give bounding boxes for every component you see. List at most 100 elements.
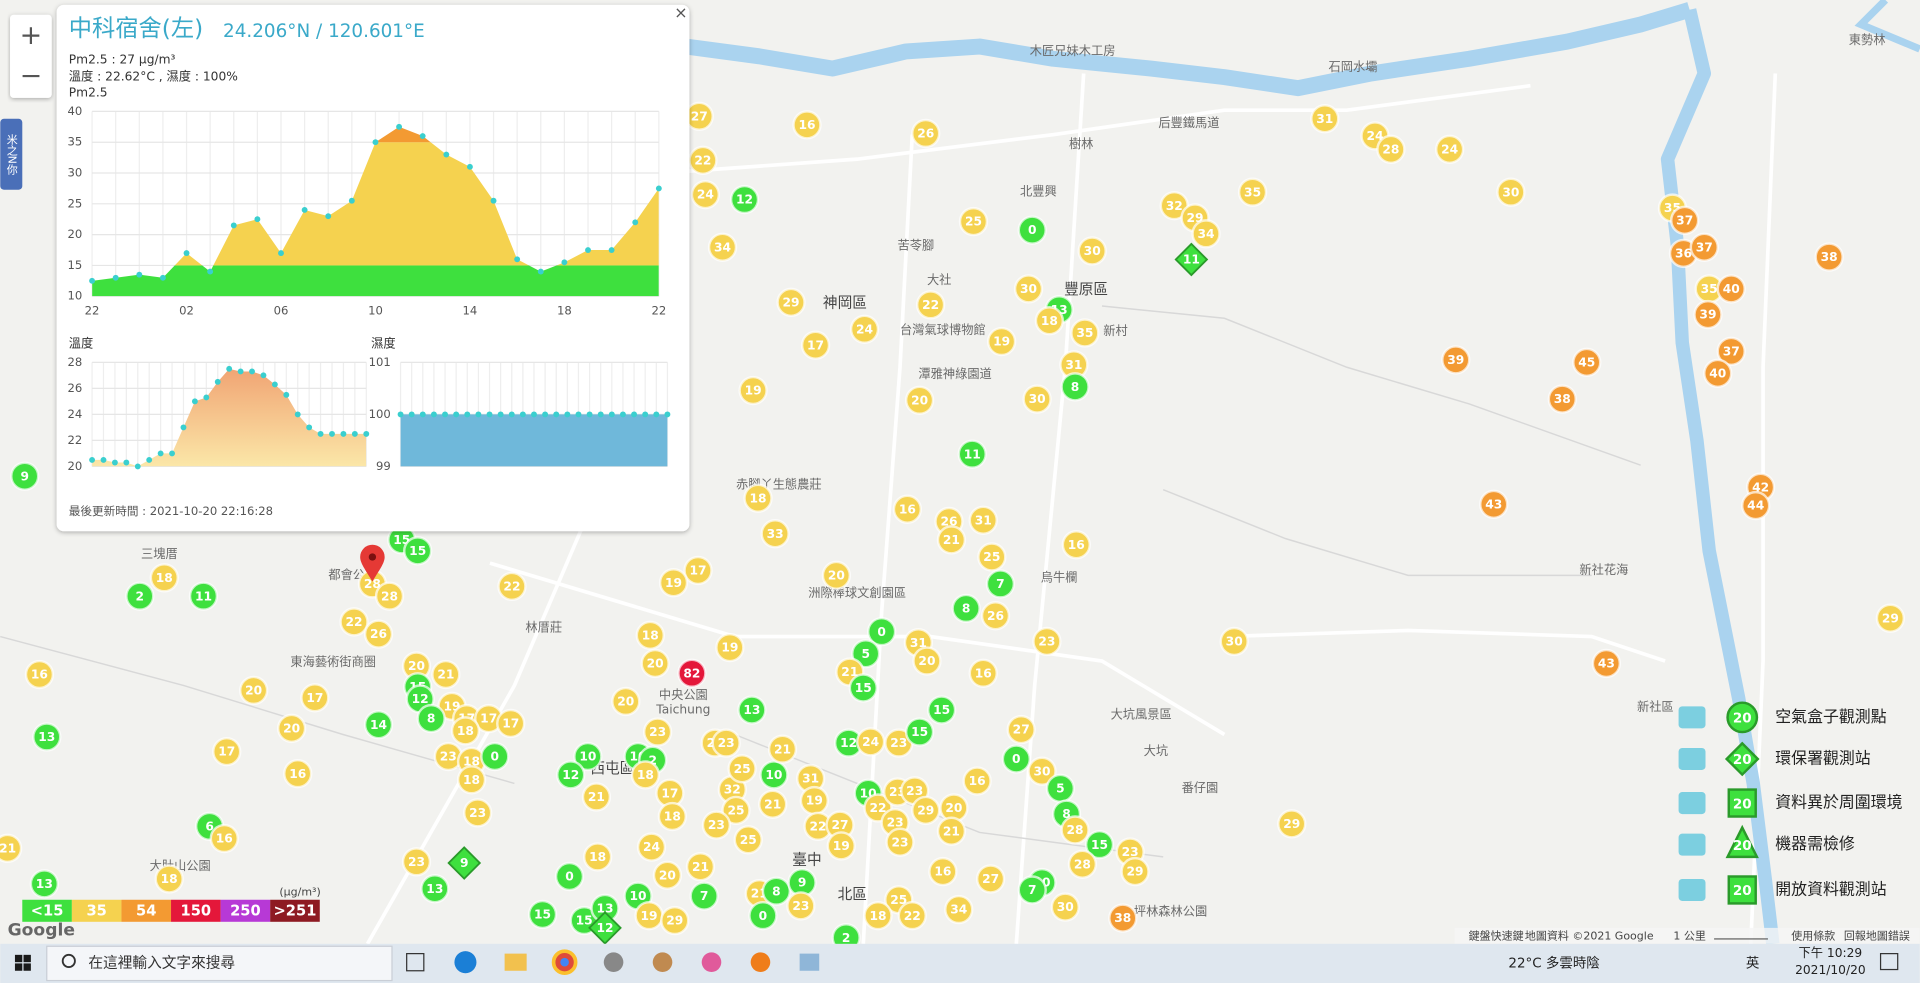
station-marker[interactable]: [154, 864, 184, 894]
station-marker[interactable]: [707, 232, 738, 262]
station-marker[interactable]: [855, 727, 886, 757]
station-marker[interactable]: [462, 798, 493, 828]
attribution-text[interactable]: 1 公里: [1673, 929, 1706, 942]
station-marker[interactable]: [581, 782, 612, 812]
station-marker[interactable]: [737, 695, 767, 725]
station-marker[interactable]: [1061, 530, 1091, 560]
edge-icon[interactable]: [454, 951, 477, 974]
station-marker[interactable]: [363, 710, 394, 740]
station-marker[interactable]: [821, 560, 852, 591]
station-marker[interactable]: [1716, 336, 1746, 367]
station-marker[interactable]: [1013, 274, 1044, 304]
station-marker[interactable]: [767, 734, 798, 764]
popup-close[interactable]: ×: [674, 3, 687, 22]
station-marker[interactable]: [1022, 384, 1052, 414]
app-icon[interactable]: [652, 952, 673, 972]
station-marker[interactable]: [573, 741, 603, 772]
station-marker[interactable]: [985, 569, 1016, 599]
app-icon[interactable]: [701, 952, 722, 972]
station-marker[interactable]: [1716, 274, 1746, 304]
station-marker[interactable]: [1067, 849, 1098, 879]
station-marker[interactable]: [339, 607, 369, 637]
station-marker[interactable]: [975, 864, 1006, 894]
station-marker[interactable]: [851, 639, 881, 669]
station-marker[interactable]: [1670, 205, 1700, 236]
station-marker[interactable]: [496, 708, 526, 739]
attribution-text[interactable]: 鍵盤快速鍵: [1469, 928, 1524, 942]
station-marker[interactable]: [761, 876, 792, 906]
station-marker[interactable]: [300, 683, 330, 713]
station-marker[interactable]: [416, 703, 446, 734]
station-marker[interactable]: [738, 375, 768, 406]
station-marker[interactable]: [951, 593, 981, 624]
station-marker[interactable]: [363, 619, 394, 649]
station-marker[interactable]: [1084, 829, 1115, 860]
station-marker[interactable]: [1006, 714, 1036, 745]
zoom-in[interactable]: +: [20, 20, 43, 51]
station-marker[interactable]: [1050, 892, 1080, 922]
station-marker[interactable]: [640, 648, 670, 679]
station-marker[interactable]: [1001, 744, 1032, 774]
station-marker[interactable]: [1547, 384, 1577, 414]
station-marker[interactable]: [904, 717, 935, 747]
station-marker[interactable]: [450, 716, 481, 746]
station-marker[interactable]: [1032, 626, 1062, 657]
station-marker[interactable]: [276, 713, 307, 744]
station-marker[interactable]: [786, 891, 816, 921]
station-marker[interactable]: [729, 184, 760, 215]
epa-marker[interactable]: [1174, 242, 1209, 277]
station-marker[interactable]: [554, 861, 585, 892]
station-marker[interactable]: [885, 827, 915, 857]
station-marker[interactable]: [912, 646, 942, 676]
station-marker[interactable]: [683, 555, 713, 586]
station-marker[interactable]: [1108, 903, 1138, 933]
station-marker[interactable]: [800, 330, 831, 360]
station-marker[interactable]: [660, 905, 690, 936]
station-marker[interactable]: [715, 632, 745, 663]
station-marker[interactable]: [690, 179, 721, 210]
station-marker[interactable]: [776, 287, 806, 318]
station-marker[interactable]: [32, 722, 62, 752]
station-marker[interactable]: [1689, 232, 1719, 262]
station-marker[interactable]: [374, 581, 405, 611]
station-marker[interactable]: [863, 900, 893, 931]
station-marker[interactable]: [926, 695, 957, 725]
station-marker[interactable]: [636, 832, 667, 862]
station-marker[interactable]: [733, 825, 763, 855]
station-marker[interactable]: [238, 675, 269, 706]
station-marker[interactable]: [642, 717, 673, 747]
station-marker[interactable]: [29, 869, 60, 899]
station-marker[interactable]: [759, 760, 789, 790]
station-marker[interactable]: [826, 831, 856, 861]
app-icon[interactable]: [603, 952, 624, 972]
station-marker[interactable]: [401, 847, 432, 877]
station-marker[interactable]: [849, 314, 880, 344]
station-marker[interactable]: [1191, 219, 1221, 249]
station-marker[interactable]: [1034, 306, 1065, 336]
station-marker[interactable]: [968, 505, 998, 535]
station-marker[interactable]: [911, 795, 941, 826]
station-marker[interactable]: [1479, 489, 1509, 520]
station-marker[interactable]: [721, 795, 751, 826]
station-marker[interactable]: [711, 728, 741, 758]
station-marker[interactable]: [1120, 856, 1150, 887]
station-marker[interactable]: [792, 110, 822, 140]
station-marker[interactable]: [701, 810, 732, 840]
zoom-out[interactable]: −: [20, 61, 43, 92]
station-marker[interactable]: [677, 658, 707, 688]
station-marker[interactable]: [212, 736, 242, 767]
station-marker[interactable]: [1434, 134, 1465, 165]
station-marker[interactable]: [727, 754, 757, 784]
station-marker[interactable]: [1277, 809, 1307, 839]
station-marker[interactable]: [497, 571, 527, 602]
station-marker[interactable]: [1875, 603, 1906, 633]
station-marker[interactable]: [962, 766, 992, 796]
station-marker[interactable]: [480, 741, 510, 772]
station-marker[interactable]: [958, 206, 989, 237]
station-marker[interactable]: [911, 118, 941, 149]
station-marker[interactable]: [685, 852, 716, 882]
epa-marker[interactable]: [588, 911, 622, 945]
station-marker[interactable]: [652, 860, 683, 890]
station-marker[interactable]: [928, 856, 958, 887]
task-view[interactable]: [406, 953, 425, 972]
